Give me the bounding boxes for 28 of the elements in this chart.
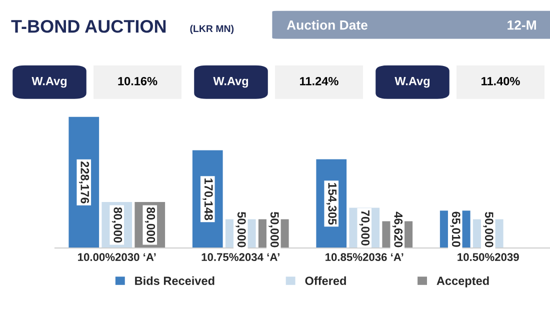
data-label: 70,000 xyxy=(359,210,370,246)
data-label: 228,176 xyxy=(78,162,90,204)
data-label: 80,000 xyxy=(144,207,156,243)
data-label: 170,148 xyxy=(202,178,213,220)
legend-label: Accepted xyxy=(436,276,489,288)
text: W.Avg xyxy=(32,77,67,88)
data-label: 46,620 xyxy=(392,212,403,248)
text: 10.16% xyxy=(118,76,158,86)
chart-subtitle: (LKR MN) xyxy=(190,24,234,34)
legend-label: Bids Received xyxy=(135,276,214,286)
text: 11.24% xyxy=(300,76,338,86)
x-tick-label: 10.00%2030 ‘A’ xyxy=(78,253,156,262)
legend-label: Offered xyxy=(305,276,346,286)
x-tick-label: 10.85%2036 ‘A’ xyxy=(326,253,404,262)
text: W.Avg xyxy=(213,77,248,88)
text: 11.40% xyxy=(482,76,520,86)
data-label: 154,305 xyxy=(326,183,337,225)
data-label: 50,000 xyxy=(236,212,246,248)
chart-title: T-BOND AUCTION xyxy=(11,20,166,33)
data-label: 50,000 xyxy=(483,212,494,248)
x-tick-label: 10.50%2039 xyxy=(458,253,519,262)
data-label: 65,010 xyxy=(450,212,460,247)
data-label: 50,000 xyxy=(268,212,279,248)
text: W.Avg xyxy=(394,77,430,88)
text: Auction Date xyxy=(286,20,368,30)
data-label: 80,000 xyxy=(112,207,122,243)
text: 12-M xyxy=(508,20,536,30)
x-tick-label: 10.75%2034 ‘A’ xyxy=(202,253,280,262)
